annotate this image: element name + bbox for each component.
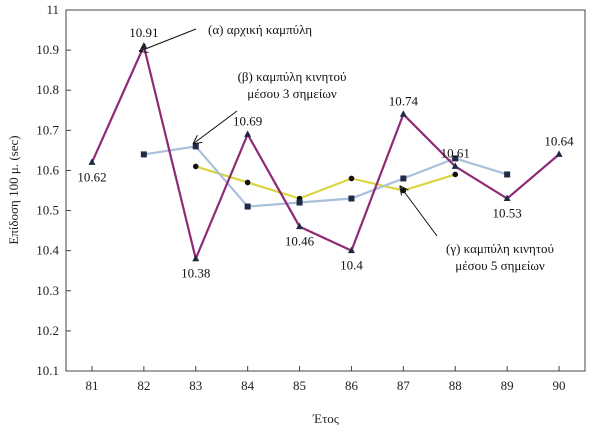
x-tick-label: 84 (241, 378, 255, 393)
series-ma3-point (504, 171, 511, 178)
data-labels: 10.62 10.91 10.38 10.69 10.46 10.4 10.74 10.61 1… (77, 25, 574, 281)
series-original-point (555, 150, 563, 157)
series-ma3-point (452, 155, 459, 162)
plot-area (65, 9, 586, 372)
series-original (88, 42, 563, 263)
series-ma5-point (192, 163, 199, 170)
x-tick-label: 89 (501, 378, 514, 393)
x-tick-label: 82 (137, 378, 150, 393)
x-tick-label: 90 (553, 378, 566, 393)
data-label: 10.53 (493, 206, 522, 221)
series-ma3-point (348, 195, 355, 202)
x-tick-label: 87 (397, 378, 411, 393)
annotation-arrow (400, 187, 438, 237)
data-label: 10.38 (181, 266, 210, 281)
series-ma5-point (348, 175, 355, 182)
series-ma3-point (192, 143, 199, 150)
annotation-text: μέσου 3 σημείων (247, 86, 337, 101)
annotations: (α) αρχική καμπύλη (β) καμπύλη κινητού μέσ… (140, 22, 554, 273)
x-tick-label: 83 (189, 378, 202, 393)
y-tick-label: 10.4 (36, 243, 59, 258)
annotation-text: (α) αρχική καμπύλη (208, 22, 312, 37)
y-tick-label: 10.5 (36, 203, 59, 218)
x-axis-title: Έτος (312, 411, 340, 426)
y-tick-label: 10.2 (36, 323, 59, 338)
data-label: 10.91 (129, 25, 158, 40)
series-original-point (347, 246, 355, 254)
y-tick-label: 10.3 (36, 283, 59, 298)
y-tick-label: 10.8 (36, 82, 59, 97)
data-label: 10.46 (285, 234, 315, 249)
y-tick-label: 10.6 (36, 162, 59, 177)
x-tick-label: 85 (293, 378, 306, 393)
series-original-point (88, 158, 96, 165)
series-ma3-point (296, 199, 303, 206)
data-label: 10.62 (77, 169, 106, 184)
series-original-line (90, 42, 560, 263)
annotation-arrow (194, 110, 238, 143)
data-label: 10.61 (441, 145, 470, 160)
data-label: 10.69 (233, 113, 262, 128)
annotation-arrow (140, 28, 197, 51)
y-tick-label: 10.9 (36, 42, 59, 57)
data-label: 10.64 (544, 133, 574, 148)
series-ma3-line (143, 145, 508, 208)
series-ma3-point (244, 203, 251, 210)
annotation-text: μέσου 5 σημείων (455, 258, 545, 273)
data-label: 10.4 (340, 258, 363, 273)
x-axis: 81 82 83 84 85 86 87 88 89 90 (85, 366, 566, 393)
series-original-point (503, 194, 511, 202)
data-label: 10.74 (389, 93, 419, 108)
series-ma3-point (140, 151, 147, 158)
y-axis-title: Επίδοση 100 μ. (sec) (6, 135, 21, 244)
x-tick-label: 81 (85, 378, 98, 393)
series-original-point (244, 130, 252, 137)
series-layer (88, 42, 563, 263)
series-original-point (451, 162, 459, 169)
y-tick-label: 11 (46, 2, 59, 17)
annotation: (γ) καμπύλη κινητού μέσου 5 σημείων (400, 187, 554, 273)
series-ma5-point (244, 179, 251, 186)
annotation-text: (β) καμπύλη κινητού (238, 69, 347, 84)
series-ma3-point (400, 175, 407, 182)
series-ma5-line (195, 165, 456, 200)
series-ma5-point (452, 171, 459, 178)
series-original-point (192, 254, 200, 262)
annotation: (α) αρχική καμπύλη (140, 22, 312, 51)
y-tick-label: 10.7 (36, 122, 59, 137)
series-original-point (140, 42, 148, 49)
x-tick-label: 88 (449, 378, 462, 393)
x-tick-label: 86 (345, 378, 359, 393)
annotation: (β) καμπύλη κινητού μέσου 3 σημείων (194, 69, 347, 143)
y-axis: 10.1 10.2 10.3 10.4 10.5 10.6 10.7 10.8 10.9 11 (36, 2, 71, 378)
annotation-text: (γ) καμπύλη κινητού (446, 241, 554, 256)
series-ma3 (140, 143, 511, 210)
series-original-point (296, 222, 304, 230)
y-tick-label: 10.1 (36, 363, 59, 378)
series-original-point (399, 110, 407, 117)
